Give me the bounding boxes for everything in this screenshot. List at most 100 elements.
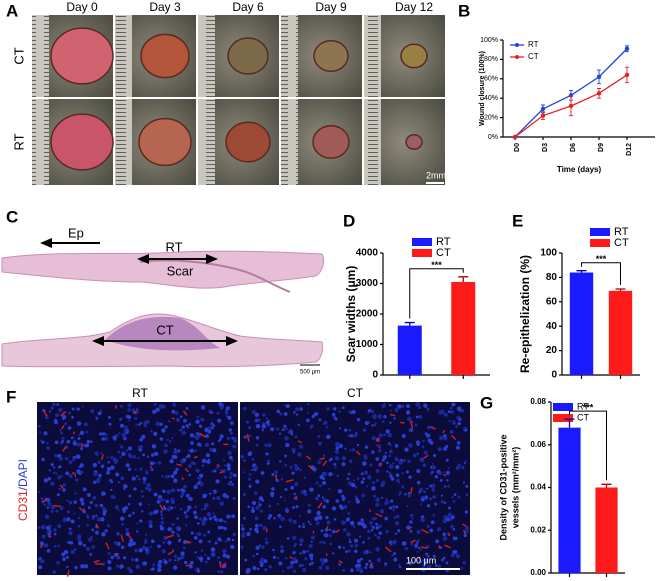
nucleus — [254, 516, 259, 521]
nucleus — [278, 561, 283, 566]
nucleus — [143, 561, 148, 566]
nucleus — [41, 524, 46, 530]
nucleus — [308, 544, 313, 549]
nucleus — [67, 411, 72, 415]
nucleus — [174, 411, 179, 415]
nucleus — [360, 518, 364, 522]
nucleus — [123, 437, 127, 441]
nucleus — [219, 434, 224, 439]
nucleus — [124, 506, 129, 510]
nucleus — [219, 405, 224, 410]
vessel — [379, 462, 383, 467]
nucleus — [290, 485, 295, 490]
nucleus — [360, 557, 363, 561]
vessel — [185, 564, 191, 567]
nucleus — [104, 437, 108, 441]
nucleus — [135, 564, 140, 569]
nucleus — [79, 430, 85, 436]
nucleus — [142, 453, 146, 457]
nucleus — [48, 410, 51, 413]
nucleus — [257, 501, 260, 504]
nucleus — [322, 505, 326, 509]
nucleus — [106, 524, 111, 528]
nucleus — [420, 458, 425, 463]
nucleus — [159, 524, 163, 528]
nucleus — [440, 494, 444, 497]
nucleus — [295, 407, 299, 412]
nucleus — [80, 470, 84, 474]
nucleus — [334, 441, 340, 447]
nucleus — [194, 551, 197, 554]
nucleus — [177, 535, 180, 538]
nucleus — [145, 533, 148, 536]
nucleus — [136, 522, 139, 525]
vessel — [59, 484, 64, 489]
nucleus — [355, 499, 361, 504]
vessel — [289, 556, 293, 560]
vessel — [43, 410, 48, 417]
nucleus — [91, 528, 95, 532]
nucleus — [241, 524, 244, 527]
nucleus — [408, 443, 413, 448]
nucleus — [425, 433, 431, 438]
nucleus — [68, 500, 73, 505]
nucleus — [322, 472, 328, 477]
nucleus — [146, 455, 150, 458]
nucleus — [183, 511, 187, 515]
x-tick-label: D6 — [570, 143, 577, 152]
nucleus — [251, 457, 255, 461]
nucleus — [204, 560, 208, 564]
nucleus — [80, 447, 84, 451]
nucleus — [97, 460, 101, 465]
nucleus — [95, 530, 99, 535]
nucleus — [153, 492, 158, 497]
nucleus — [76, 443, 80, 447]
nucleus — [394, 457, 399, 462]
nucleus — [276, 502, 280, 506]
y-axis-label: Scar widths (μm) — [344, 266, 358, 363]
nucleus — [196, 415, 200, 418]
nucleus — [356, 477, 360, 480]
nucleus — [427, 555, 430, 558]
nucleus — [450, 409, 455, 414]
significance-bracket — [581, 262, 621, 285]
nucleus — [135, 408, 139, 411]
vessel — [39, 544, 44, 549]
nucleus — [394, 521, 400, 526]
nucleus — [414, 423, 418, 427]
nucleus — [378, 531, 382, 535]
vessel — [420, 546, 428, 549]
nucleus — [250, 508, 256, 513]
nucleus — [161, 474, 164, 478]
nucleus — [455, 425, 459, 428]
nucleus — [395, 514, 400, 519]
nucleus — [55, 472, 58, 475]
nucleus — [299, 444, 304, 449]
nucleus — [211, 442, 215, 446]
nucleus — [68, 460, 73, 465]
nucleus — [388, 506, 393, 510]
nucleus — [70, 549, 75, 555]
nucleus — [93, 471, 98, 477]
nucleus — [80, 564, 85, 569]
nucleus — [170, 497, 174, 501]
nucleus — [187, 449, 190, 452]
nucleus — [342, 568, 346, 572]
nucleus — [379, 509, 385, 514]
nucleus — [260, 471, 265, 475]
nucleus — [226, 514, 231, 519]
nucleus — [123, 484, 128, 489]
nucleus — [335, 499, 340, 503]
nucleus — [460, 566, 464, 570]
nucleus — [201, 464, 204, 467]
nucleus — [392, 552, 396, 556]
nucleus — [39, 558, 45, 564]
nucleus — [243, 459, 246, 462]
nucleus — [232, 473, 237, 478]
nucleus — [127, 566, 131, 570]
nucleus — [333, 462, 337, 466]
nucleus — [60, 474, 63, 478]
nucleus — [56, 493, 60, 497]
nucleus — [295, 505, 299, 509]
nucleus — [314, 411, 319, 416]
